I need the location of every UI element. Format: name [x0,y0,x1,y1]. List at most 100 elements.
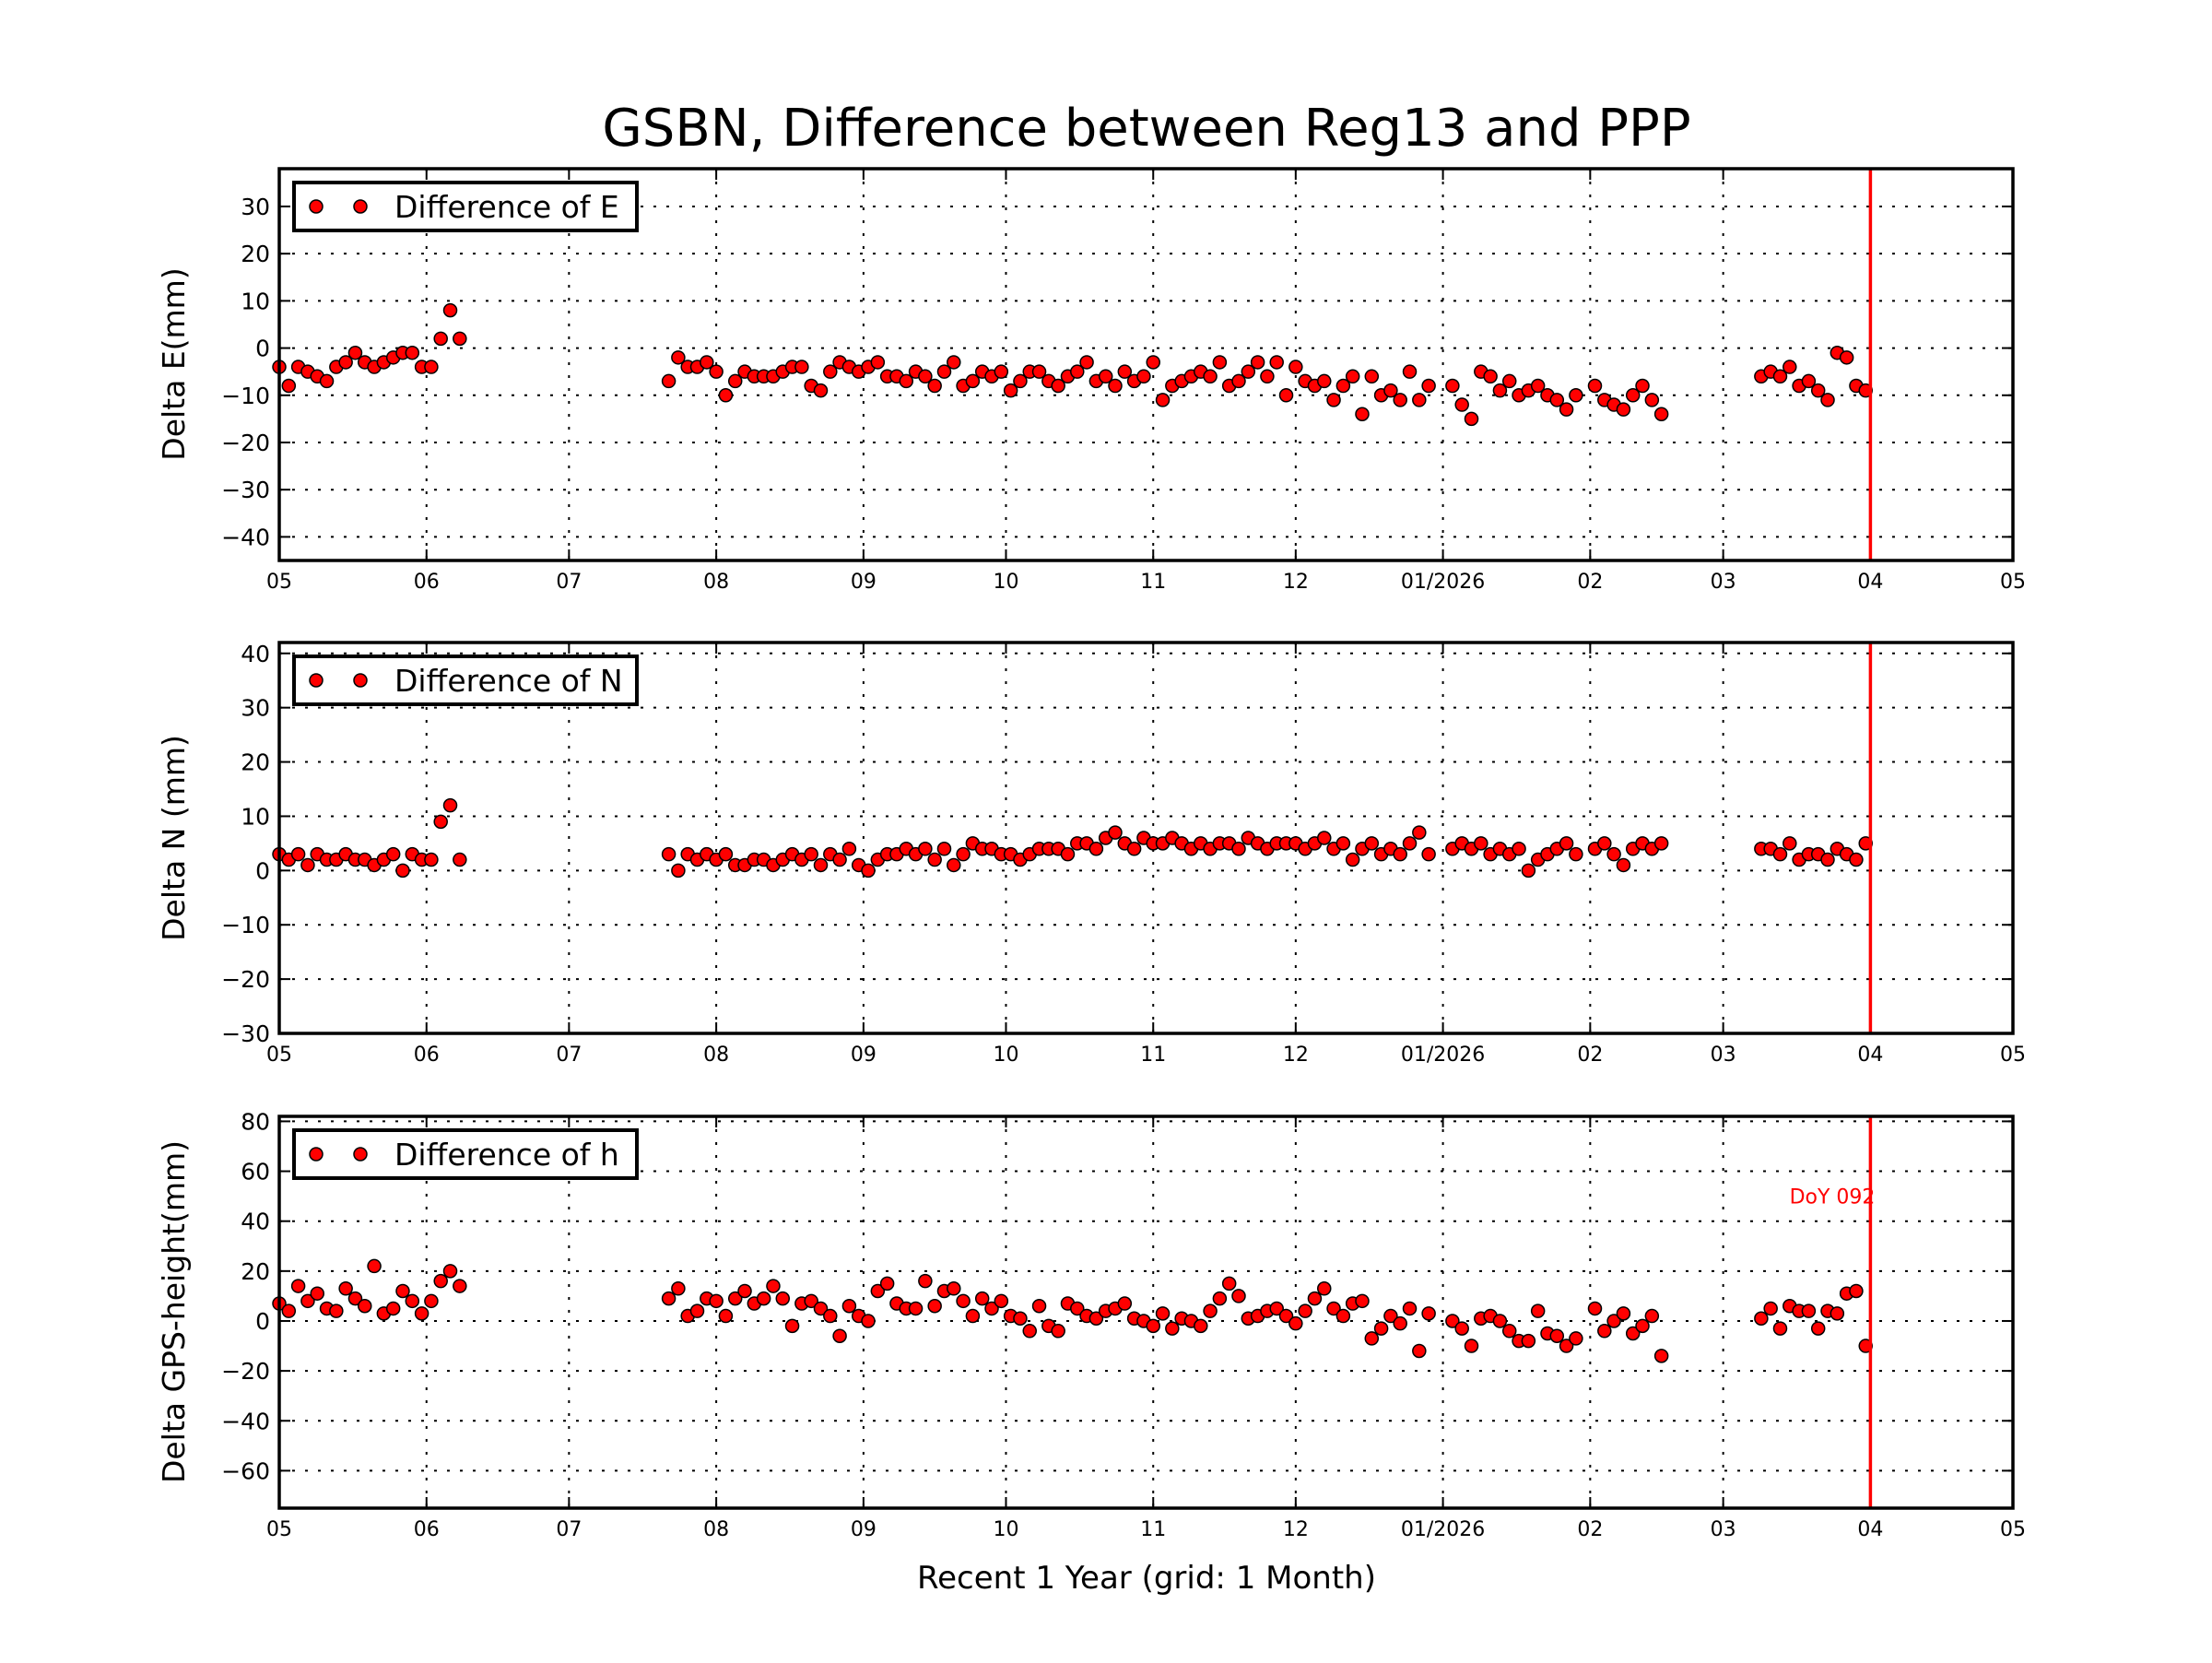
data-point [1559,1339,1574,1353]
data-point [1783,360,1797,374]
data-point [290,846,306,862]
data-point [1241,364,1256,379]
x-axis-label: Recent 1 Year (grid: 1 Month) [917,1560,1376,1597]
data-point [918,1273,933,1289]
x-tick-label: 05 [2000,1518,2026,1541]
legend-marker [353,1147,368,1162]
data-point [1269,355,1284,370]
data-point [1335,378,1351,394]
chart-title: GSBN, Difference between Reg13 and PPP [602,99,1690,159]
data-point [1003,383,1018,398]
x-tick-label: 02 [1577,1044,1603,1067]
x-tick-label: 12 [1283,1518,1309,1541]
data-point [936,842,952,856]
data-point [1616,1306,1631,1321]
data-point [861,1314,876,1328]
data-point [813,857,829,873]
panel-delta-e: Delta E(mm) −40 −30 −20 −10 0 10 20 30 05 06 07 08 0… [156,167,2026,594]
data-point [1559,836,1574,851]
plot-frame [277,1115,2015,1510]
x-tick-label: 04 [1857,571,1883,594]
y-axis-label-n: Delta N (mm) [156,735,192,941]
y-tick-label: −20 [221,430,270,456]
x-tick-label: 04 [1857,1518,1883,1541]
data-point [1849,1283,1864,1299]
data-point [1269,1301,1284,1316]
data-point [1830,1306,1845,1321]
data-point [1278,388,1294,403]
data-point [1606,846,1621,862]
data-point [1117,364,1133,379]
data-point [367,1258,382,1274]
data-point [1317,373,1332,389]
x-tick-label: 02 [1577,571,1603,594]
data-point [984,1301,999,1316]
data-point [1203,1303,1218,1318]
legend-marker [309,199,324,214]
data-point [947,355,961,370]
data-point [689,1303,705,1318]
data-point [1108,825,1123,840]
data-point [1820,852,1835,867]
legend: Difference of N [292,655,639,706]
data-point [1051,378,1065,394]
legend-box [292,1128,639,1180]
data-point [756,1291,771,1306]
data-point [1820,393,1835,407]
x-tick-label: 06 [414,571,440,594]
x-tick-label: 05 [2000,571,2026,594]
data-point [994,1293,1009,1309]
data-point [281,378,297,394]
data-point [832,852,847,867]
legend-label: Difference of N [394,663,623,699]
data-point [442,1264,458,1279]
data-point [424,1293,439,1309]
data-point [433,814,448,830]
data-point [1070,364,1085,379]
y-tick-label: 40 [241,1209,270,1235]
data-point [1402,364,1418,379]
y-tick-label: −60 [221,1457,270,1484]
legend: Difference of E [292,181,639,232]
data-point [965,1308,981,1324]
data-point [1454,1321,1469,1336]
data-point [1492,1314,1508,1328]
data-point [1549,1328,1565,1343]
y-tick-label: 40 [241,641,270,667]
data-point [1136,369,1151,384]
data-point [1421,846,1436,862]
data-point [1194,1318,1208,1334]
data-point [1013,373,1028,389]
data-point [718,388,734,403]
data-point [385,846,401,862]
data-point [965,373,981,389]
x-tick-label: 05 [266,1044,292,1067]
data-point [1355,407,1370,422]
legend-marker [353,673,368,688]
y-tick-label: −20 [221,966,270,993]
data-point [899,373,914,389]
data-point [1635,378,1650,394]
data-point [1393,846,1407,862]
data-point [794,360,809,374]
x-tick-label: 10 [993,1518,1018,1541]
data-point [918,369,933,384]
data-point [1549,393,1565,407]
x-tick-label: 08 [703,1518,729,1541]
data-point [936,364,952,379]
data-point [1597,836,1612,851]
data-point [300,1293,315,1309]
data-point [1146,355,1160,370]
panel-delta-n: Delta N (mm) −30 −20 −10 0 10 20 30 40 05 06 07 08 0… [156,641,2026,1067]
y-tick-label: 0 [255,1308,270,1335]
data-point [1763,1301,1778,1316]
data-point [395,1283,410,1299]
data-point [405,1293,420,1309]
plot-frame [277,641,2015,1035]
data-point [1250,355,1265,370]
x-tick-label: 03 [1711,1044,1736,1067]
data-point [1512,842,1526,856]
data-point [442,302,458,318]
y-tick-label: −30 [221,477,270,503]
data-point [1298,1303,1312,1318]
